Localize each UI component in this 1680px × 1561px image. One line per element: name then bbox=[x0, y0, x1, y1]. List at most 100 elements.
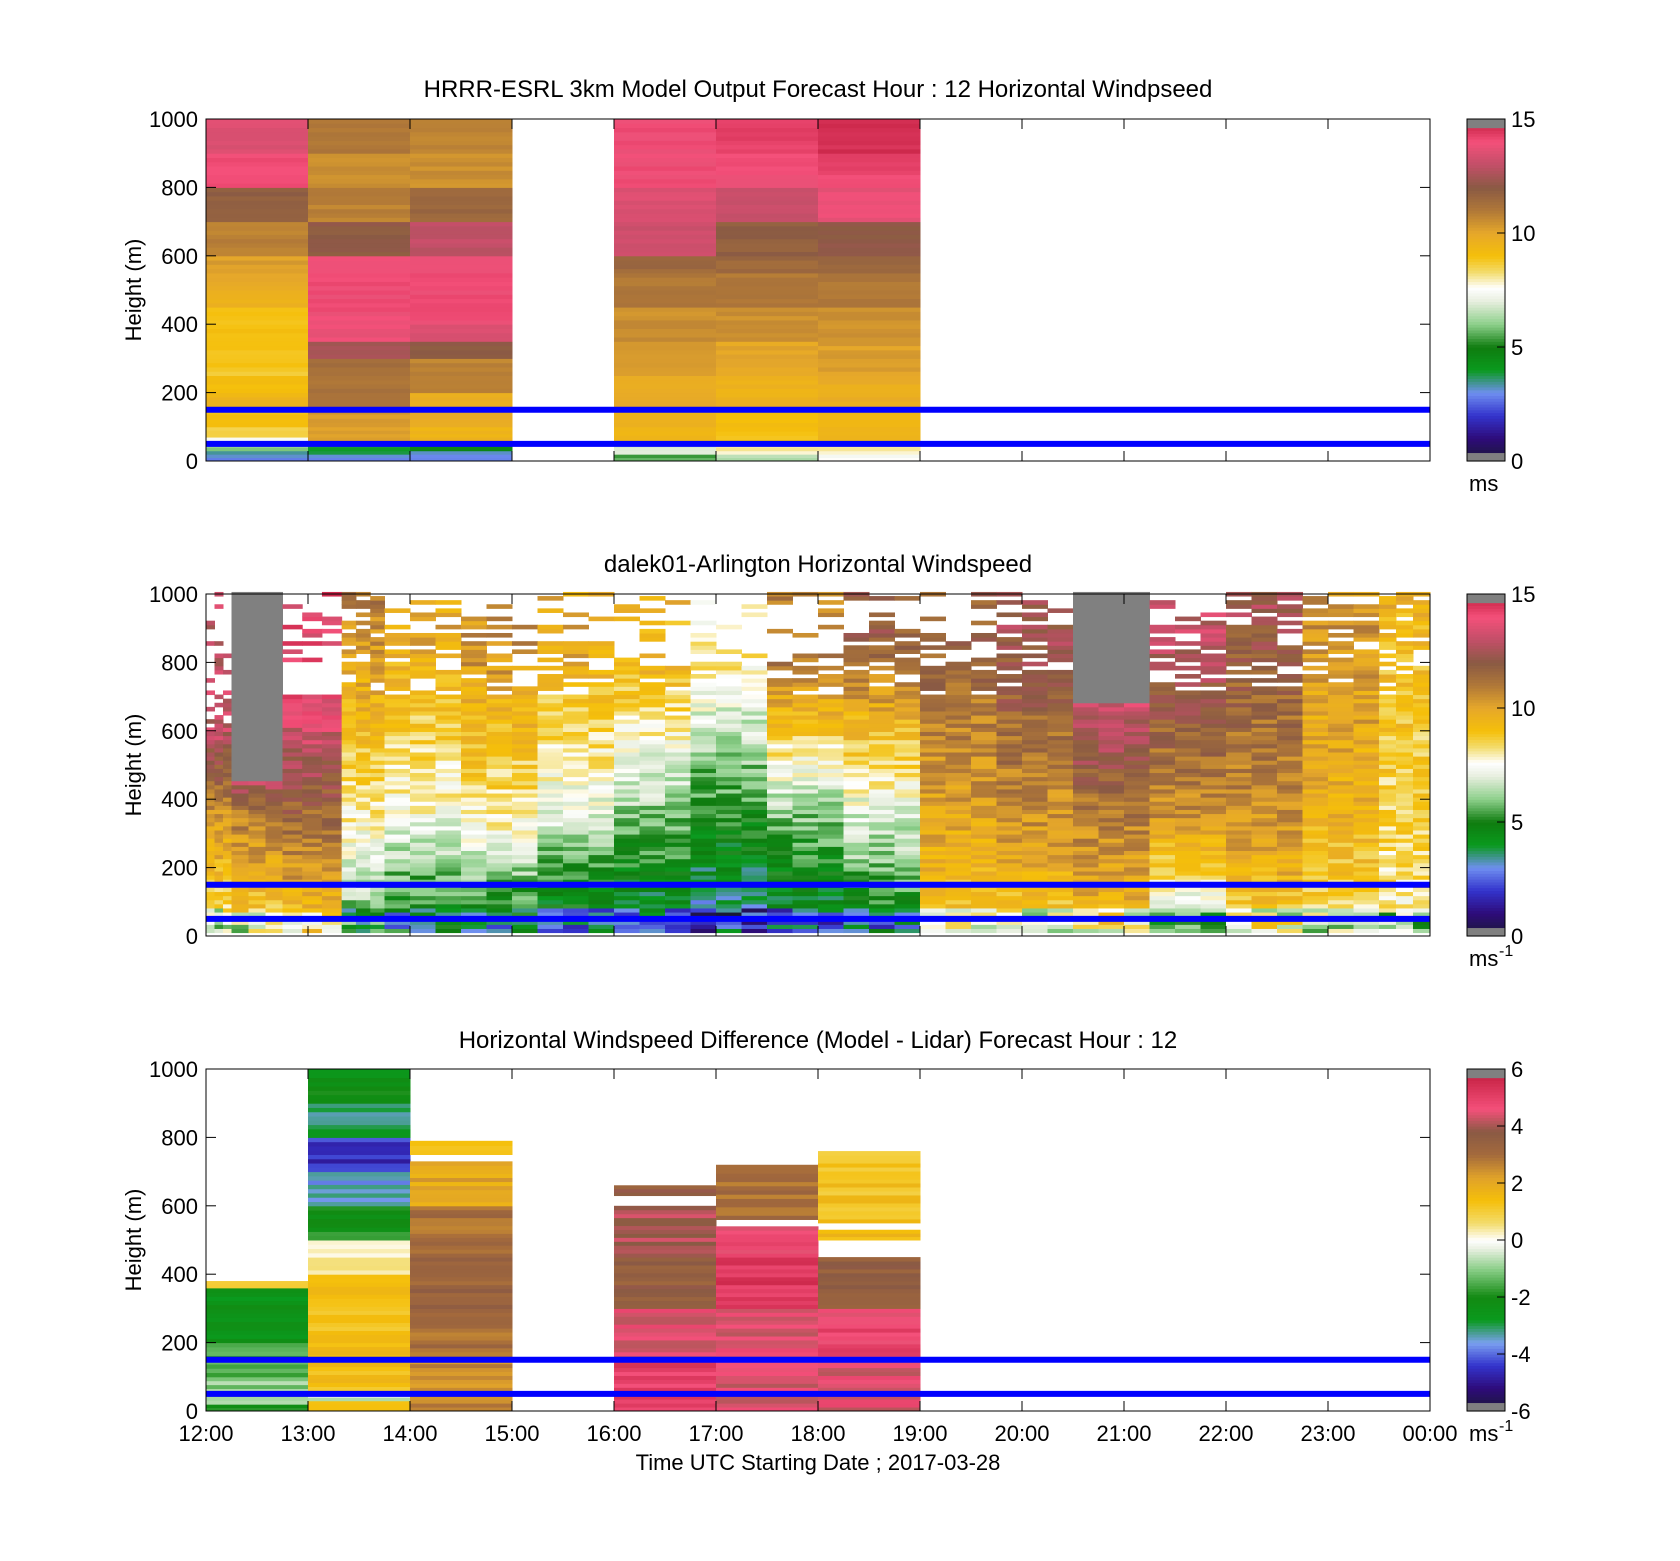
heatmap-cell bbox=[1379, 612, 1397, 618]
heatmap-cell bbox=[308, 1235, 411, 1241]
heatmap-cell bbox=[1073, 678, 1099, 683]
heatmap-cell bbox=[435, 641, 462, 646]
colorbar-segment bbox=[1467, 602, 1505, 606]
heatmap-cell bbox=[370, 793, 385, 798]
heatmap-cell bbox=[894, 903, 921, 909]
heatmap-cell bbox=[767, 665, 793, 671]
heatmap-cell bbox=[767, 628, 793, 634]
heatmap-cell bbox=[614, 743, 640, 749]
heatmap-cell bbox=[1413, 628, 1431, 634]
heatmap-cell bbox=[321, 862, 343, 868]
heatmap-cell bbox=[302, 887, 323, 893]
heatmap-cell bbox=[1396, 829, 1414, 835]
heatmap-cell bbox=[741, 907, 768, 913]
y-axis-label: Height (m) bbox=[121, 714, 146, 817]
heatmap-cell bbox=[355, 825, 371, 831]
heatmap-cell bbox=[818, 349, 921, 355]
heatmap-cell bbox=[792, 805, 819, 810]
heatmap-cell bbox=[1073, 743, 1099, 749]
heatmap-cell bbox=[894, 846, 921, 851]
heatmap-cell bbox=[588, 813, 615, 819]
colorbar-segment bbox=[1467, 927, 1505, 931]
heatmap-cell bbox=[1047, 715, 1074, 720]
heatmap-cell bbox=[1022, 809, 1048, 815]
heatmap-cell bbox=[248, 829, 266, 835]
heatmap-cell bbox=[614, 899, 640, 905]
heatmap-cell bbox=[461, 838, 487, 843]
colorbar-segment bbox=[1467, 195, 1505, 200]
heatmap-cell bbox=[248, 702, 266, 708]
colorbar-segment bbox=[1467, 364, 1505, 368]
heatmap-cell bbox=[223, 813, 232, 819]
heatmap-cell bbox=[1328, 809, 1354, 815]
heatmap-cell bbox=[265, 899, 283, 905]
heatmap-cell bbox=[869, 813, 895, 819]
heatmap-cell bbox=[996, 710, 1023, 716]
heatmap-cell bbox=[1149, 928, 1176, 934]
heatmap-cell bbox=[1073, 600, 1099, 605]
heatmap-cell bbox=[1175, 854, 1201, 860]
colorbar-segment bbox=[1467, 272, 1505, 277]
heatmap-cell bbox=[248, 846, 266, 851]
heatmap-cell bbox=[818, 678, 844, 683]
heatmap-cell bbox=[639, 620, 666, 626]
heatmap-cell bbox=[1200, 710, 1227, 716]
heatmap-cell bbox=[1379, 854, 1397, 860]
heatmap-cell bbox=[537, 834, 564, 839]
heatmap-cell bbox=[945, 768, 972, 774]
heatmap-cell bbox=[512, 805, 538, 810]
heatmap-cell bbox=[410, 797, 436, 802]
heatmap-cell bbox=[248, 834, 266, 839]
heatmap-cell bbox=[1379, 858, 1397, 864]
heatmap-cell bbox=[1200, 694, 1227, 700]
heatmap-cell bbox=[1396, 710, 1414, 716]
heatmap-cell bbox=[869, 871, 895, 876]
heatmap-cell bbox=[370, 600, 385, 605]
heatmap-cell bbox=[1328, 686, 1354, 691]
heatmap-cell bbox=[716, 315, 819, 321]
heatmap-cell bbox=[537, 702, 564, 708]
heatmap-cell bbox=[1251, 875, 1278, 880]
heatmap-cell bbox=[206, 375, 309, 381]
heatmap-cell bbox=[486, 747, 513, 753]
heatmap-cell bbox=[282, 731, 303, 737]
heatmap-cell bbox=[818, 454, 921, 459]
heatmap-cell bbox=[639, 817, 666, 823]
heatmap-cell bbox=[231, 809, 249, 815]
heatmap-cell bbox=[486, 854, 513, 860]
heatmap-cell bbox=[308, 332, 411, 338]
colorbar-segment bbox=[1467, 344, 1505, 348]
heatmap-cell bbox=[1379, 669, 1397, 675]
heatmap-cell bbox=[282, 760, 303, 765]
heatmap-cell bbox=[410, 665, 436, 671]
heatmap-cell bbox=[231, 829, 249, 835]
heatmap-cell bbox=[512, 924, 538, 929]
heatmap-cell bbox=[1149, 825, 1176, 831]
heatmap-cell bbox=[1328, 715, 1354, 720]
heatmap-cell bbox=[818, 653, 844, 659]
heatmap-cell bbox=[206, 396, 309, 402]
heatmap-cell bbox=[1277, 797, 1303, 802]
heatmap-cell bbox=[486, 706, 513, 712]
heatmap-cell bbox=[716, 825, 742, 831]
heatmap-cell bbox=[231, 620, 249, 626]
heatmap-cell bbox=[690, 735, 717, 741]
heatmap-cell bbox=[308, 1188, 411, 1194]
heatmap-cell bbox=[214, 784, 224, 790]
heatmap-cell bbox=[282, 834, 303, 839]
heatmap-cell bbox=[843, 813, 870, 819]
heatmap-cell bbox=[435, 871, 462, 876]
heatmap-cell bbox=[282, 793, 303, 798]
heatmap-cell bbox=[206, 821, 215, 827]
heatmap-cell bbox=[1353, 715, 1380, 720]
heatmap-cell bbox=[410, 871, 436, 876]
heatmap-cell bbox=[341, 723, 357, 728]
heatmap-cell bbox=[1047, 784, 1074, 790]
heatmap-cell bbox=[1073, 674, 1099, 679]
heatmap-cell bbox=[308, 354, 411, 359]
heatmap-cell bbox=[512, 903, 538, 909]
heatmap-cell bbox=[563, 866, 589, 872]
heatmap-cell bbox=[1328, 641, 1354, 646]
heatmap-cell bbox=[1047, 854, 1074, 860]
heatmap-cell bbox=[818, 756, 844, 761]
